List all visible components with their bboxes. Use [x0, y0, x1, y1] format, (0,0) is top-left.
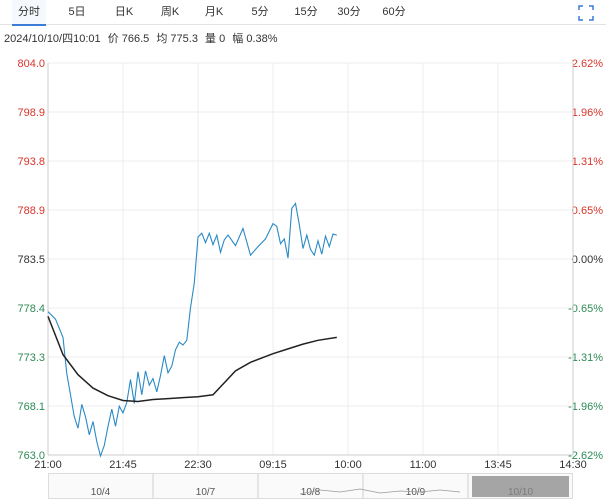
y-axis-right-label: 1.96% — [572, 107, 603, 119]
y-axis-left-label: 804.0 — [17, 58, 45, 70]
y-axis-right-label: -1.96% — [568, 401, 603, 413]
x-axis-label: 09:15 — [259, 459, 287, 471]
average-price-line — [47, 316, 337, 403]
y-axis-left-label: 763.0 — [17, 450, 45, 462]
x-axis-label: 21:45 — [109, 459, 137, 471]
y-axis-left-label: 783.5 — [17, 254, 45, 266]
tab-intraday[interactable]: 分时 — [12, 0, 46, 26]
x-axis-label: 13:45 — [484, 459, 512, 471]
x-axis-label: 10:00 — [334, 459, 362, 471]
y-axis-left-label: 768.1 — [17, 401, 45, 413]
y-axis-left-label: 788.9 — [17, 205, 45, 217]
time-navigator[interactable] — [48, 473, 573, 499]
quote-amplitude: 幅 0.38% — [232, 33, 278, 45]
y-axis-left-label: 778.4 — [17, 303, 45, 315]
quote-datetime: 2024/10/10/四10:01 — [4, 33, 101, 45]
y-axis-right-label: -2.62% — [568, 450, 603, 462]
tab-15-min[interactable]: 15分 — [294, 6, 318, 18]
y-axis-right-label: 2.62% — [572, 58, 603, 70]
tab-60-min[interactable]: 60分 — [382, 6, 406, 18]
x-axis-label: 22:30 — [184, 459, 212, 471]
quote-info-bar: 2024/10/10/四10:01 价 766.5 均 775.3 量 0 幅 … — [4, 30, 282, 46]
tab-daily-k[interactable]: 日K — [114, 6, 134, 18]
tab-5-day[interactable]: 5日 — [68, 6, 86, 18]
period-tab-bar: 分时 5日 日K 周K 月K 5分 15分 30分 60分 — [0, 0, 606, 26]
y-axis-right-label: -1.31% — [568, 352, 603, 364]
y-axis-right-label: 0.65% — [572, 205, 603, 217]
tab-monthly-k[interactable]: 月K — [204, 6, 224, 18]
quote-average: 均 775.3 — [156, 33, 198, 45]
y-axis-right-label: 1.31% — [572, 156, 603, 168]
tab-30-min[interactable]: 30分 — [337, 6, 361, 18]
price-line — [47, 202, 337, 458]
x-axis-label: 11:00 — [410, 459, 437, 471]
y-axis-right-label: -0.65% — [568, 303, 603, 315]
y-axis-left-label: 773.3 — [17, 352, 45, 364]
y-axis-left-label: 798.9 — [17, 107, 45, 119]
y-axis-left-label: 793.8 — [17, 156, 45, 168]
fullscreen-icon[interactable] — [578, 5, 594, 21]
y-axis-right-label: 0.00% — [572, 254, 603, 266]
tab-weekly-k[interactable]: 周K — [160, 6, 180, 18]
quote-price: 价 766.5 — [107, 33, 150, 45]
x-axis-label: 21:00 — [34, 459, 62, 471]
quote-volume: 量 0 — [205, 33, 226, 45]
x-axis-label: 14:30 — [559, 459, 587, 471]
tab-5-min[interactable]: 5分 — [251, 6, 269, 18]
